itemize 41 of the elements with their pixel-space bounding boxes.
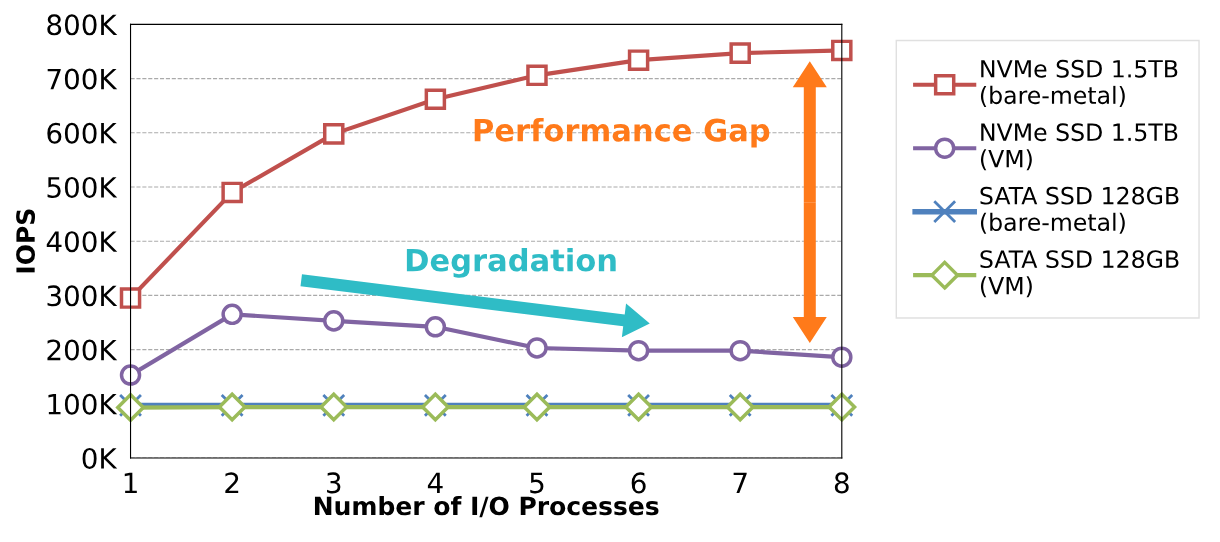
legend-label: SATA SSD 128GB (bare-metal) <box>980 186 1179 234</box>
annotation: Performance Gap <box>474 118 770 148</box>
y-axis-title: IOPS <box>16 209 36 273</box>
y-tick-label: 100K <box>48 393 118 415</box>
point <box>424 88 447 110</box>
point <box>729 339 751 362</box>
y-tick-label: 700K <box>47 68 118 90</box>
point <box>627 339 650 362</box>
legend-label: NVMe SSD 1.5TB (bare-metal) <box>980 59 1178 107</box>
point <box>831 39 853 62</box>
x-tick-label: 2 <box>225 472 239 493</box>
y-tick-label: 800K <box>47 14 118 36</box>
x-axis-title: Number of I/O Processes <box>314 495 659 518</box>
point <box>322 310 345 332</box>
y-tick-label: 600K <box>47 122 118 144</box>
y-tick-label: 200K <box>47 339 118 361</box>
legend-label: NVMe SSD 1.5TB (VM) <box>980 123 1178 171</box>
annotation: Degradation <box>406 247 616 278</box>
y-tick-label: 500K <box>47 176 118 198</box>
point <box>729 42 751 64</box>
point <box>221 181 243 204</box>
point <box>831 346 853 368</box>
x-tick-label: 5 <box>530 472 544 494</box>
y-tick-label: 300K <box>47 285 118 307</box>
y-tick-label: 0K <box>82 447 118 469</box>
point <box>424 316 447 338</box>
point <box>526 64 548 87</box>
x-tick-label: 1 <box>124 472 137 493</box>
point <box>526 337 548 359</box>
y-tick-label: 400K <box>46 231 118 253</box>
point <box>119 287 142 309</box>
point <box>221 303 243 326</box>
x-tick-label: 3 <box>327 472 341 494</box>
x-tick-label: 6 <box>631 472 646 494</box>
legend-label: SATA SSD 128GB (VM) <box>980 250 1179 298</box>
x-tick-label: 7 <box>733 472 747 493</box>
x-tick-label: 4 <box>427 472 443 493</box>
point <box>627 49 650 71</box>
point <box>322 123 345 145</box>
point <box>119 364 142 386</box>
x-tick-label: 8 <box>834 472 849 494</box>
